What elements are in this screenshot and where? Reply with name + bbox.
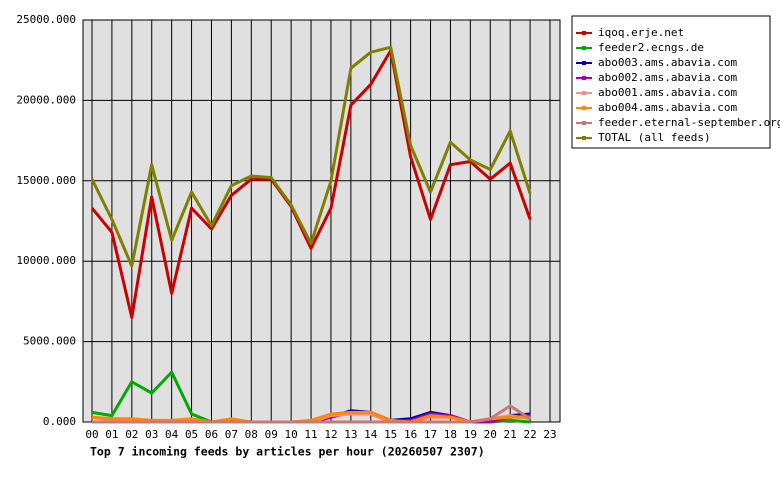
- legend-label: iqoq.erje.net: [598, 26, 684, 39]
- legend-dot: [582, 106, 586, 110]
- x-tick-label: 07: [225, 428, 238, 441]
- legend-label: abo003.ams.abavia.com: [598, 56, 737, 69]
- x-tick-label: 06: [205, 428, 218, 441]
- x-tick-label: 01: [105, 428, 118, 441]
- legend-label: feeder2.ecngs.de: [598, 41, 704, 54]
- chart-title: Top 7 incoming feeds by articles per hou…: [90, 445, 485, 459]
- series-line: [90, 49, 532, 319]
- x-tick-label: 12: [324, 428, 337, 441]
- legend-dot: [582, 121, 586, 125]
- x-tick-label: 21: [504, 428, 517, 441]
- y-tick-label: 20000.000: [16, 93, 76, 106]
- x-tick-label: 17: [424, 428, 437, 441]
- legend-dot: [582, 136, 586, 140]
- x-tick-label: 23: [543, 428, 556, 441]
- legend: [571, 15, 771, 149]
- y-tick-label: 25000.000: [16, 13, 76, 26]
- x-tick-label: 19: [464, 428, 477, 441]
- x-tick-label: 14: [364, 428, 378, 441]
- legend-dot: [582, 61, 586, 65]
- x-tick-label: 15: [384, 428, 397, 441]
- legend-label: abo002.ams.abavia.com: [598, 71, 737, 84]
- series-line: [91, 410, 531, 424]
- series-line: [90, 45, 532, 268]
- x-tick-label: 13: [344, 428, 357, 441]
- legend-label: TOTAL (all feeds): [598, 131, 711, 144]
- x-tick-label: 03: [145, 428, 158, 441]
- x-tick-label: 18: [444, 428, 457, 441]
- series-line: [92, 404, 531, 424]
- y-tick-label: 5000.000: [23, 335, 76, 348]
- legend-dot: [582, 91, 586, 95]
- plot-area: [83, 20, 560, 422]
- legend-label: abo001.ams.abavia.com: [598, 86, 737, 99]
- x-tick-label: 10: [285, 428, 298, 441]
- x-tick-label: 09: [265, 428, 278, 441]
- x-tick-label: 05: [185, 428, 198, 441]
- x-tick-label: 11: [304, 428, 317, 441]
- legend-dot: [582, 31, 586, 35]
- x-tick-label: 08: [245, 428, 258, 441]
- y-tick-label: 10000.000: [16, 254, 76, 267]
- x-tick-label: 20: [484, 428, 497, 441]
- legend-label: feeder.eternal-september.org: [598, 116, 780, 129]
- y-tick-label: 0.000: [43, 415, 76, 428]
- x-tick-label: 00: [85, 428, 98, 441]
- x-tick-label: 22: [523, 428, 536, 441]
- x-tick-label: 16: [404, 428, 417, 441]
- x-tick-label: 02: [125, 428, 138, 441]
- legend-label: abo004.ams.abavia.com: [598, 101, 737, 114]
- x-tick-label: 04: [165, 428, 179, 441]
- y-tick-label: 15000.000: [16, 174, 76, 187]
- legend-dot: [582, 46, 586, 50]
- legend-dot: [582, 76, 586, 80]
